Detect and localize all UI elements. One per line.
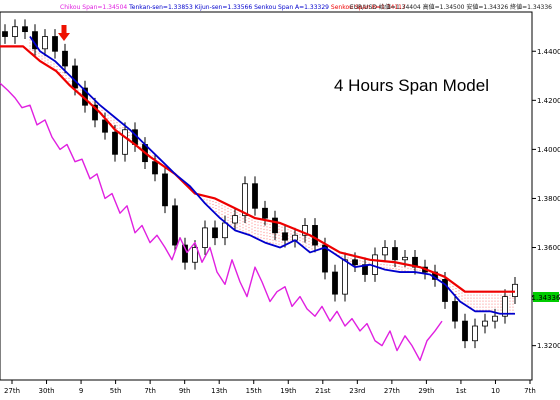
y-tick-label: 1.42000 — [537, 97, 560, 105]
x-tick-label: 13th — [211, 387, 227, 395]
candle-body — [72, 65, 78, 89]
candle-body — [332, 271, 338, 295]
senkou-span-b-line — [0, 45, 515, 293]
legend-item: Senkou Span B=1.34117 — [329, 4, 406, 11]
candle-body — [342, 259, 348, 295]
candle-body — [402, 256, 408, 261]
candle-body — [442, 279, 448, 302]
candle-body — [212, 227, 218, 239]
y-tick-label: 1.40000 — [537, 146, 560, 154]
candle-body — [472, 325, 478, 342]
candle-body — [2, 31, 8, 37]
candle-body — [22, 26, 28, 33]
candle-body — [282, 232, 288, 241]
candle-body — [62, 50, 68, 67]
candle-body — [462, 320, 468, 342]
candle-body — [272, 217, 278, 234]
symbol-info: EUR/USD 始値=1.34404 高値=1.34500 安値=1.34326… — [350, 3, 552, 11]
candle-body — [152, 161, 158, 175]
x-tick-label: 29th — [418, 387, 434, 395]
x-tick-label: 7th — [144, 387, 156, 395]
last-price-label: 1.34336 — [532, 294, 560, 302]
legend-item: Kijun-sen=1.33566 — [193, 4, 253, 11]
candle-body — [502, 296, 508, 317]
candle-body — [512, 283, 518, 297]
x-tick-label: 23rd — [349, 387, 365, 395]
candle-body — [372, 254, 378, 275]
x-tick-label: 30th — [38, 387, 54, 395]
x-tick-label: 7th — [524, 387, 536, 395]
candle-body — [42, 36, 48, 50]
x-tick-label: 5th — [110, 387, 122, 395]
candle-body — [262, 207, 268, 219]
sell-signal-arrow-icon — [58, 25, 70, 41]
x-tick-label: 19th — [280, 387, 296, 395]
indicator-legend: Chikou Span=1.34504 Tenkan-sen=1.33853 K… — [60, 4, 406, 11]
x-tick-label: 21st — [315, 387, 331, 395]
legend-item: Chikou Span=1.34504 — [60, 4, 127, 11]
legend-item: Tenkan-sen=1.33853 — [127, 4, 193, 11]
candle-body — [492, 315, 498, 322]
chart-title: 4 Hours Span Model — [334, 76, 489, 95]
x-tick-label: 9 — [79, 387, 83, 395]
chikou-span-line — [0, 82, 443, 362]
x-tick-label: 27th — [4, 387, 20, 395]
candle-body — [452, 301, 458, 322]
candle-body — [92, 104, 98, 121]
candle-body — [162, 173, 168, 207]
last-price-badge: 1.34336 — [532, 292, 560, 302]
candle-body — [192, 247, 198, 263]
candle-body — [312, 225, 318, 246]
candle-body — [382, 247, 388, 256]
y-tick-label: 1.38000 — [537, 195, 560, 203]
candle-body — [222, 222, 228, 239]
candle-body — [252, 183, 258, 209]
candle-body — [112, 131, 118, 155]
candle-body — [172, 205, 178, 246]
indicator-lines — [0, 36, 515, 362]
candle-body — [352, 259, 358, 266]
x-tick-label: 10 — [491, 387, 500, 395]
x-axis-ticks: 27th 30th 9 5th 7th 9th 13th 15th 19th 21st 23rd 27… — [4, 380, 536, 395]
x-tick-label: 9th — [179, 387, 191, 395]
candle-body — [482, 320, 488, 327]
candle-body — [242, 183, 248, 217]
y-tick-label: 1.32000 — [537, 342, 560, 350]
y-tick-label: 1.44000 — [537, 48, 560, 56]
x-tick-label: 27th — [384, 387, 400, 395]
legend-item: Senkou Span A=1.33329 — [252, 4, 329, 11]
candle-body — [122, 129, 128, 155]
x-tick-label: 15th — [246, 387, 262, 395]
x-tick-label: 1st — [456, 387, 467, 395]
candle-body — [52, 36, 58, 52]
candle-body — [232, 215, 238, 224]
senkou-span-a-line — [29, 36, 515, 315]
candle-body — [302, 225, 308, 236]
y-tick-label: 1.36000 — [537, 244, 560, 252]
candle-body — [202, 227, 208, 248]
candle-body — [12, 26, 18, 37]
chart-header: Chikou Span=1.34504 Tenkan-sen=1.33853 K… — [60, 3, 552, 11]
candle-body — [392, 247, 398, 261]
candle-body — [182, 244, 188, 263]
candlesticks — [2, 19, 518, 349]
